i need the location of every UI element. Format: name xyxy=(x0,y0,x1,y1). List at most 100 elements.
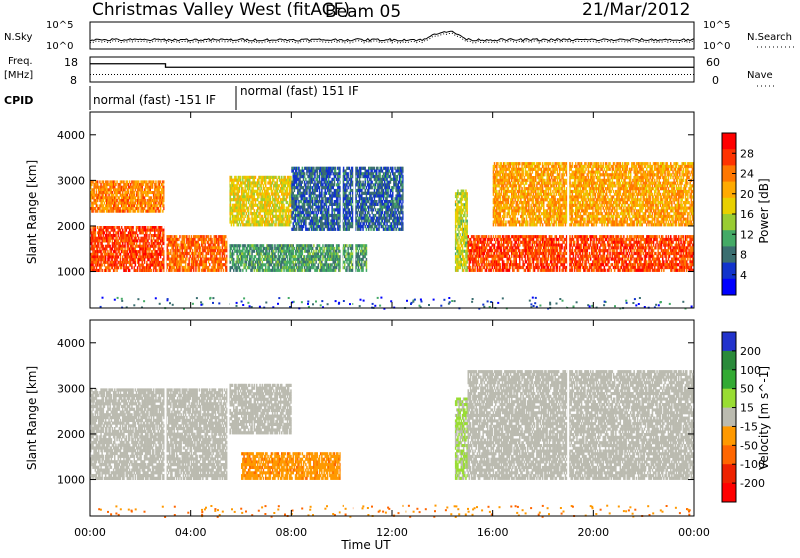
power-cell xyxy=(357,211,359,214)
nsearch-label: N.Search xyxy=(747,32,792,43)
power-cell xyxy=(188,235,190,238)
power-cell xyxy=(272,181,274,184)
power-cell xyxy=(254,193,256,196)
power-cell xyxy=(313,178,315,181)
power-cell xyxy=(303,186,305,189)
power-cell xyxy=(317,197,319,200)
power-cell xyxy=(230,204,232,207)
power-cell xyxy=(303,211,305,214)
power-cell xyxy=(337,200,339,203)
power-cell xyxy=(318,252,320,255)
power-cell xyxy=(345,255,347,258)
power-cell xyxy=(333,186,335,189)
power-cell xyxy=(148,250,150,253)
power-cell xyxy=(358,252,360,255)
power-cell xyxy=(366,208,368,211)
power-cell xyxy=(295,211,297,214)
freq-tick-bottom: 8 xyxy=(70,74,77,87)
nsearch-tick-bottom: 10^0 xyxy=(703,41,730,52)
power-cell xyxy=(211,238,213,241)
power-cell xyxy=(188,252,190,255)
power-cell xyxy=(106,247,108,250)
power-cell xyxy=(172,246,174,249)
power-cell xyxy=(252,201,254,204)
power-cell xyxy=(298,258,300,261)
power-cell xyxy=(185,260,187,263)
power-cell xyxy=(249,266,251,269)
freq-panel xyxy=(90,57,694,82)
power-cell xyxy=(361,261,363,264)
power-cell xyxy=(246,204,248,207)
power-cell xyxy=(146,234,148,237)
power-cell xyxy=(218,269,220,272)
power-cell xyxy=(138,191,140,194)
power-cell xyxy=(296,263,298,266)
power-cell xyxy=(317,178,319,181)
power-cell xyxy=(208,252,210,255)
power-cell xyxy=(150,247,152,250)
power-cell xyxy=(190,255,192,258)
power-cell xyxy=(171,235,173,238)
power-cell xyxy=(136,231,138,234)
power-cell xyxy=(281,263,283,266)
power-cell xyxy=(156,250,158,253)
power-cell xyxy=(345,208,347,211)
power-cell xyxy=(195,266,197,269)
power-cell xyxy=(135,234,137,237)
power-cell xyxy=(269,266,271,269)
power-cell xyxy=(322,200,324,203)
power-cell xyxy=(331,197,333,200)
power-cell xyxy=(343,167,345,170)
power-cell xyxy=(346,178,348,181)
power-cell xyxy=(278,193,280,196)
power-cell xyxy=(185,263,187,266)
power-cell xyxy=(312,200,314,203)
power-cell xyxy=(365,178,367,181)
power-cell xyxy=(211,241,213,244)
power-cell xyxy=(263,250,265,253)
power-cell xyxy=(236,184,238,187)
power-cell xyxy=(232,250,234,253)
power-cell xyxy=(355,250,357,253)
power-cell xyxy=(199,244,201,247)
power-cell xyxy=(194,255,196,258)
power-cell xyxy=(274,252,276,255)
power-cell xyxy=(361,263,363,266)
power-cell xyxy=(285,176,287,179)
power-cell xyxy=(233,261,235,264)
power-cell xyxy=(305,247,307,250)
power-cell xyxy=(262,266,264,269)
power-cell xyxy=(265,263,267,266)
power-cell xyxy=(171,269,173,272)
power-cell xyxy=(183,258,185,261)
power-cell xyxy=(323,247,325,250)
power-cell xyxy=(120,191,122,194)
power-cell xyxy=(331,211,333,214)
power-cell xyxy=(360,186,362,189)
power-cell xyxy=(290,176,292,179)
power-cell xyxy=(156,204,158,207)
power-cell xyxy=(233,181,235,184)
power-cell xyxy=(366,269,368,272)
power-cell xyxy=(230,218,232,221)
power-cell xyxy=(156,269,158,272)
power-cell xyxy=(143,264,145,267)
power-cell xyxy=(365,183,367,186)
power-cell xyxy=(258,195,260,198)
power-cell xyxy=(283,195,285,198)
power-cell xyxy=(350,194,352,197)
power-cell xyxy=(158,258,160,261)
power-cell xyxy=(312,208,314,211)
power-cell xyxy=(128,266,130,269)
power-cell xyxy=(126,269,128,272)
power-cell xyxy=(260,252,262,255)
power-cell xyxy=(334,178,336,181)
power-cell xyxy=(315,211,317,214)
power-cell xyxy=(283,255,285,258)
power-cell xyxy=(195,269,197,272)
power-cell xyxy=(279,204,281,207)
power-cell xyxy=(209,263,211,266)
power-cell xyxy=(134,266,136,269)
power-cell xyxy=(287,255,289,258)
power-cell xyxy=(103,234,105,237)
